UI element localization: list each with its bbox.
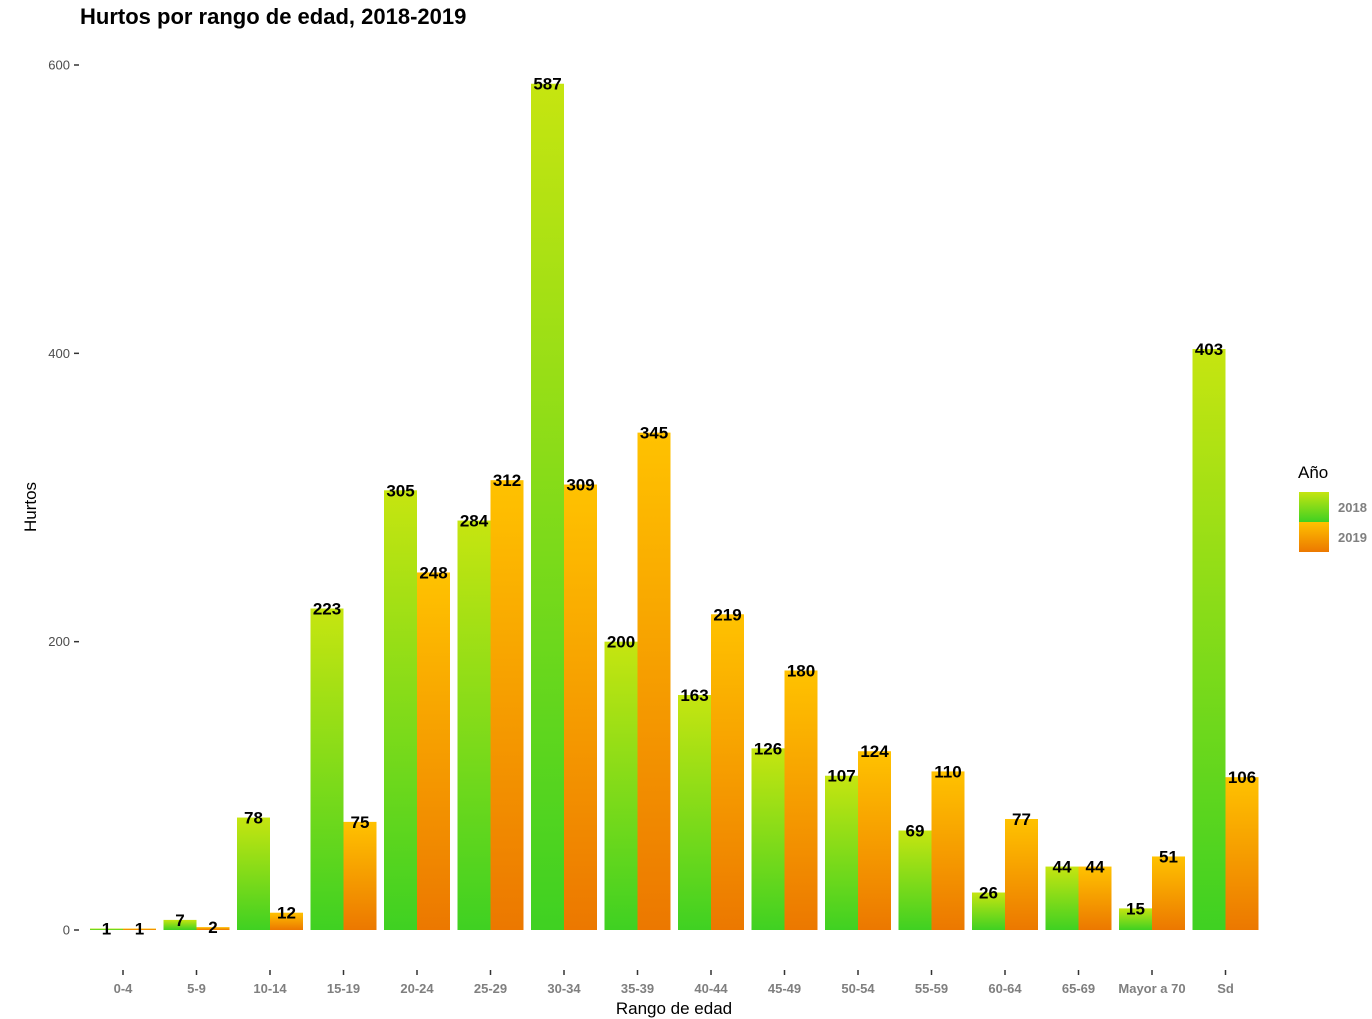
bar-2018 xyxy=(384,490,417,930)
x-tick-label: 5-9 xyxy=(187,981,206,996)
bar-2018 xyxy=(531,83,564,930)
value-label: 44 xyxy=(1086,858,1105,877)
y-axis-title: Hurtos xyxy=(21,482,40,532)
bar-2019 xyxy=(270,912,303,930)
x-tick-label: Mayor a 70 xyxy=(1118,981,1185,996)
value-labels: 1 1 7 2 78 12 223 75 305 248 284 312 587 309 200 345 163… xyxy=(102,75,1256,939)
bar-2018 xyxy=(972,892,1005,930)
bar-2019 xyxy=(1225,777,1259,930)
bar-2019 xyxy=(123,928,156,930)
bars xyxy=(90,83,1259,931)
x-tick-label: 45-49 xyxy=(768,981,801,996)
legend-key-2019 xyxy=(1299,522,1329,552)
bar-2019 xyxy=(858,751,891,930)
bar-2018 xyxy=(163,919,197,930)
bar-2018 xyxy=(604,641,638,930)
legend-label: 2019 xyxy=(1338,530,1367,545)
x-tick-label: 10-14 xyxy=(253,981,287,996)
bar-2018 xyxy=(751,748,785,930)
bar-2018 xyxy=(310,608,344,930)
bar-2019 xyxy=(637,432,671,930)
y-tick-label: 0 xyxy=(63,923,70,938)
value-label: 180 xyxy=(787,662,815,681)
value-label: 305 xyxy=(386,481,414,500)
bar-2019 xyxy=(417,572,450,930)
x-tick-label: Sd xyxy=(1217,981,1234,996)
value-label: 15 xyxy=(1126,899,1145,918)
bar-2018 xyxy=(678,695,711,930)
x-tick-label: 55-59 xyxy=(915,981,948,996)
bar-2019 xyxy=(1152,856,1185,930)
value-label: 200 xyxy=(607,633,635,652)
bar-2018 xyxy=(1045,866,1079,930)
value-label: 107 xyxy=(827,767,855,786)
x-tick-label: 35-39 xyxy=(621,981,654,996)
x-tick-label: 65-69 xyxy=(1062,981,1095,996)
value-label: 78 xyxy=(244,809,263,828)
value-label: 309 xyxy=(566,476,594,495)
bar-2019 xyxy=(1078,866,1112,930)
bar-2019 xyxy=(711,614,744,930)
chart-title: Hurtos por rango de edad, 2018-2019 xyxy=(80,4,467,29)
y-axis: 0 200 400 600 xyxy=(48,58,79,938)
bar-2019 xyxy=(564,484,597,930)
value-label: 312 xyxy=(493,471,521,490)
value-label: 69 xyxy=(906,822,925,841)
value-label: 124 xyxy=(860,742,889,761)
value-label: 7 xyxy=(175,911,184,930)
value-label: 126 xyxy=(754,739,782,758)
value-label: 587 xyxy=(533,75,561,94)
value-label: 75 xyxy=(351,813,370,832)
bar-2019 xyxy=(343,821,377,930)
x-tick-label: 25-29 xyxy=(474,981,507,996)
value-label: 12 xyxy=(277,904,296,923)
bar-2018 xyxy=(1192,349,1226,931)
value-label: 223 xyxy=(313,600,341,619)
y-tick-label: 600 xyxy=(48,58,70,73)
bar-2019 xyxy=(196,927,230,930)
legend-key-2018 xyxy=(1299,492,1329,522)
bar-2018 xyxy=(90,928,123,930)
value-label: 284 xyxy=(460,512,489,531)
x-tick-label: 60-64 xyxy=(988,981,1022,996)
value-label: 106 xyxy=(1228,768,1256,787)
y-tick-label: 400 xyxy=(48,346,70,361)
value-label: 403 xyxy=(1195,340,1223,359)
x-tick-label: 30-34 xyxy=(547,981,581,996)
legend-label: 2018 xyxy=(1338,500,1367,515)
value-label: 248 xyxy=(419,563,447,582)
value-label: 110 xyxy=(934,762,961,781)
bar-2018 xyxy=(1119,908,1152,930)
value-label: 26 xyxy=(979,884,998,903)
x-tick-label: 15-19 xyxy=(327,981,360,996)
legend-title: Año xyxy=(1298,463,1328,482)
x-tick-label: 20-24 xyxy=(400,981,434,996)
x-tick-label: 0-4 xyxy=(114,981,134,996)
value-label: 77 xyxy=(1012,810,1031,829)
bar-2018 xyxy=(457,520,491,930)
bar-2019 xyxy=(490,480,524,930)
x-tick-label: 40-44 xyxy=(694,981,728,996)
value-label: 219 xyxy=(713,605,741,624)
value-label: 1 xyxy=(135,920,144,939)
value-label: 44 xyxy=(1053,858,1072,877)
y-tick-label: 200 xyxy=(48,634,70,649)
bar-2019 xyxy=(931,771,965,930)
bar-2018 xyxy=(825,775,858,930)
x-axis: 0-4 5-9 10-14 15-19 20-24 25-29 30-34 35-39 40-4… xyxy=(114,970,1234,996)
legend: Año 2018 2019 xyxy=(1298,463,1367,552)
bar-2018 xyxy=(898,830,932,930)
value-label: 2 xyxy=(208,918,217,937)
value-label: 163 xyxy=(680,686,708,705)
value-label: 345 xyxy=(640,424,668,443)
x-tick-label: 50-54 xyxy=(841,981,875,996)
bar-2019 xyxy=(784,670,818,930)
bar-2019 xyxy=(1005,818,1038,930)
x-axis-title: Rango de edad xyxy=(616,999,732,1018)
value-label: 51 xyxy=(1159,847,1178,866)
bar-2018 xyxy=(237,817,270,930)
value-label: 1 xyxy=(102,920,111,939)
